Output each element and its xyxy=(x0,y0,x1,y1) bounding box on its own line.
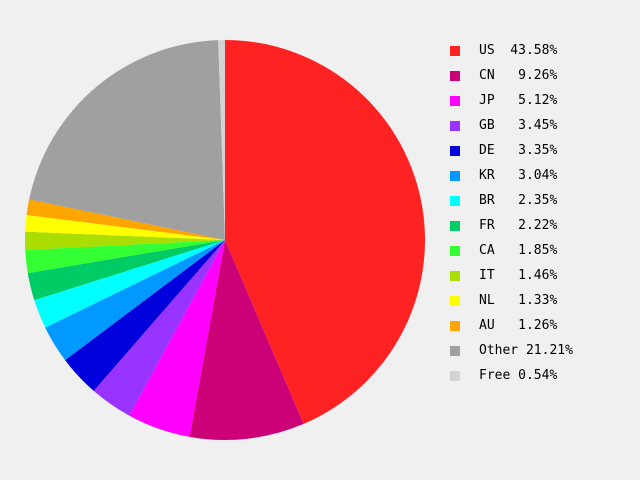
legend-item-jp: JP 5.12% xyxy=(450,88,573,113)
legend-label: NL 1.33% xyxy=(479,293,558,308)
pie-slice-free xyxy=(218,40,225,240)
pie-slice-fr xyxy=(27,240,225,301)
pie-slice-br xyxy=(34,240,225,328)
pie-slice-jp xyxy=(129,240,225,437)
pie-slice-cn xyxy=(189,240,304,441)
legend-item-it: IT 1.46% xyxy=(450,263,573,288)
pie-slice-other xyxy=(29,40,226,241)
legend-swatch xyxy=(450,245,460,256)
legend-item-gb: GB 3.45% xyxy=(450,113,573,138)
legend-swatch xyxy=(450,345,460,356)
legend-swatch xyxy=(450,195,460,206)
legend-swatch xyxy=(450,45,460,56)
legend-swatch xyxy=(450,320,460,331)
legend-swatch xyxy=(450,145,460,156)
pie-slice-kr xyxy=(45,240,225,361)
legend-swatch xyxy=(450,370,460,381)
pie-slice-us xyxy=(225,40,425,424)
legend-label: GB 3.45% xyxy=(479,118,558,133)
legend-item-de: DE 3.35% xyxy=(450,138,573,163)
legend: US 43.58% CN 9.26% JP 5.12% GB 3.45% DE 3.35… xyxy=(450,38,573,388)
legend-label: JP 5.12% xyxy=(479,93,558,108)
legend-item-us: US 43.58% xyxy=(450,38,573,63)
legend-swatch xyxy=(450,95,460,106)
legend-item-br: BR 2.35% xyxy=(450,188,573,213)
legend-swatch xyxy=(450,70,460,81)
legend-label: FR 2.22% xyxy=(479,218,558,233)
legend-label: US 43.58% xyxy=(479,43,558,58)
legend-label: DE 3.35% xyxy=(479,143,558,158)
legend-label: IT 1.46% xyxy=(479,268,558,283)
legend-label: Other 21.21% xyxy=(479,343,573,358)
legend-item-free: Free 0.54% xyxy=(450,363,573,388)
legend-label: KR 3.04% xyxy=(479,168,558,183)
legend-swatch xyxy=(450,220,460,231)
legend-item-cn: CN 9.26% xyxy=(450,63,573,88)
legend-swatch xyxy=(450,120,460,131)
pie-slice-au xyxy=(26,199,225,240)
legend-label: Free 0.54% xyxy=(479,368,558,383)
legend-item-nl: NL 1.33% xyxy=(450,288,573,313)
legend-swatch xyxy=(450,170,460,181)
legend-label: BR 2.35% xyxy=(479,193,558,208)
pie-slice-nl xyxy=(25,215,226,240)
legend-label: AU 1.26% xyxy=(479,318,558,333)
pie-slice-it xyxy=(24,231,226,250)
legend-item-au: AU 1.26% xyxy=(450,313,573,338)
pie-slice-de xyxy=(65,240,225,391)
legend-item-ca: CA 1.85% xyxy=(450,238,573,263)
pie-slice-ca xyxy=(25,240,225,274)
legend-label: CA 1.85% xyxy=(479,243,558,258)
legend-item-other: Other 21.21% xyxy=(450,338,573,363)
legend-label: CN 9.26% xyxy=(479,68,558,83)
legend-item-kr: KR 3.04% xyxy=(450,163,573,188)
pie-slice-gb xyxy=(93,240,225,416)
legend-swatch xyxy=(450,270,460,281)
legend-item-fr: FR 2.22% xyxy=(450,213,573,238)
legend-swatch xyxy=(450,295,460,306)
